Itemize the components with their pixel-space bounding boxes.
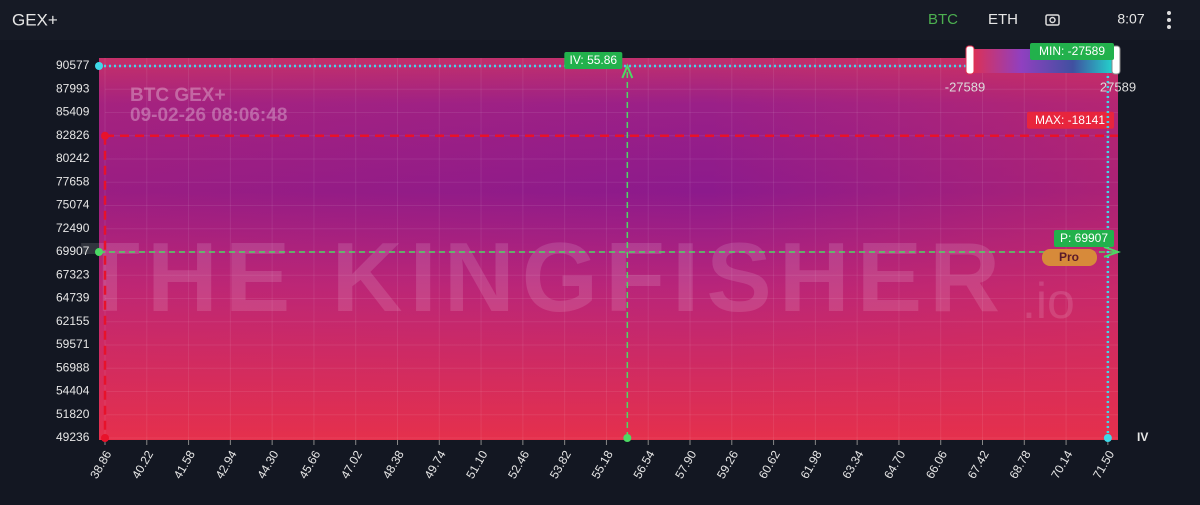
min-start	[95, 62, 103, 70]
y-tick-label: 72490	[56, 221, 90, 235]
x-tick-label: 47.02	[338, 448, 365, 481]
iv-foot	[623, 434, 632, 442]
max-label: MAX: -18141	[1035, 113, 1105, 127]
min-foot	[1103, 434, 1112, 442]
x-tick-label: 51.10	[463, 448, 490, 481]
x-tick-label: 64.70	[881, 448, 908, 481]
x-tick-label: 38.86	[87, 448, 114, 481]
y-tick-label: 75074	[56, 198, 90, 212]
tab[interactable]: ETH	[988, 11, 1018, 28]
y-tick-label: 51820	[56, 407, 90, 421]
price-label: P: 69907	[1060, 231, 1108, 245]
color-bar-handle	[965, 45, 975, 75]
x-tick-label: 44.30	[254, 448, 281, 481]
watermark-title: BTC GEX+	[130, 85, 226, 106]
brand-suffix: .io	[1022, 273, 1075, 329]
x-tick-label: 56.54	[630, 448, 657, 481]
price-label-bg	[1054, 229, 1114, 247]
y-tick-label: 67323	[56, 267, 90, 281]
y-tick-label: 64739	[56, 291, 90, 305]
watermark-time: 09-02-26 08:06:48	[130, 105, 287, 126]
min-label: MIN: -27589	[1039, 44, 1105, 58]
min-label-bg	[1030, 43, 1114, 60]
iv-arrow	[621, 63, 634, 79]
top-bar	[0, 0, 1200, 40]
x-tick-label: 71.50	[1090, 448, 1117, 481]
y-tick-label: 56988	[56, 360, 90, 374]
y-tick-label: 85409	[56, 105, 90, 119]
badge-bg	[1042, 248, 1097, 266]
y-tick-label: 90577	[56, 58, 90, 72]
x-tick-label: 52.46	[505, 448, 532, 481]
y-tick-label: 80242	[56, 151, 90, 165]
menu-icon[interactable]	[1167, 11, 1171, 29]
x-tick-label: 67.42	[965, 448, 992, 481]
y-tick-label: 82826	[56, 128, 90, 142]
iv-label: IV: 55.86	[570, 53, 618, 67]
brand-watermark: THE KINGFISHER	[80, 222, 1000, 332]
tab[interactable]: BTC	[928, 11, 958, 28]
app-title: GEX+	[12, 10, 58, 29]
x-tick-label: 42.94	[213, 448, 240, 481]
max-label-bg	[1027, 111, 1114, 129]
x-tick-label: 68.78	[1006, 448, 1033, 481]
y-tick-label: 59571	[56, 337, 90, 351]
y-tick-label: 69907	[56, 244, 90, 258]
y-tick-label: 54404	[56, 384, 90, 398]
y-tick-label: 87993	[56, 81, 90, 95]
color-bar-min: -27589	[945, 79, 985, 94]
price-arrow	[1103, 246, 1121, 258]
badge: Pro	[1059, 250, 1079, 264]
x-tick-label: 40.22	[129, 448, 156, 481]
x-axis-label: IV	[1137, 430, 1148, 444]
max-point	[101, 131, 109, 140]
x-tick-label: 49.74	[421, 448, 448, 481]
x-tick-label: 41.58	[171, 448, 198, 481]
x-tick-label: 63.34	[839, 448, 866, 481]
y-tick-label: 62155	[56, 314, 90, 328]
x-tick-label: 70.14	[1048, 448, 1075, 481]
x-tick-label: 55.18	[589, 448, 616, 481]
x-tick-label: 59.26	[714, 448, 741, 481]
camera-icon[interactable]	[1045, 14, 1060, 26]
max-foot	[101, 434, 109, 442]
clock: 8:07	[1117, 11, 1144, 27]
x-tick-label: 60.62	[756, 448, 783, 481]
iv-label-bg	[564, 52, 623, 69]
y-tick-label: 77658	[56, 174, 90, 188]
x-tick-label: 48.38	[380, 448, 407, 481]
heatmap-shade	[99, 58, 1118, 440]
color-bar-max: 27589	[1100, 79, 1136, 94]
x-tick-label: 45.66	[296, 448, 323, 481]
x-tick-label: 57.90	[672, 448, 699, 481]
x-tick-label: 66.06	[923, 448, 950, 481]
x-tick-label: 61.98	[798, 448, 825, 481]
price-start	[95, 247, 103, 256]
y-tick-label: 49236	[56, 430, 90, 444]
x-tick-label: 53.82	[547, 448, 574, 481]
